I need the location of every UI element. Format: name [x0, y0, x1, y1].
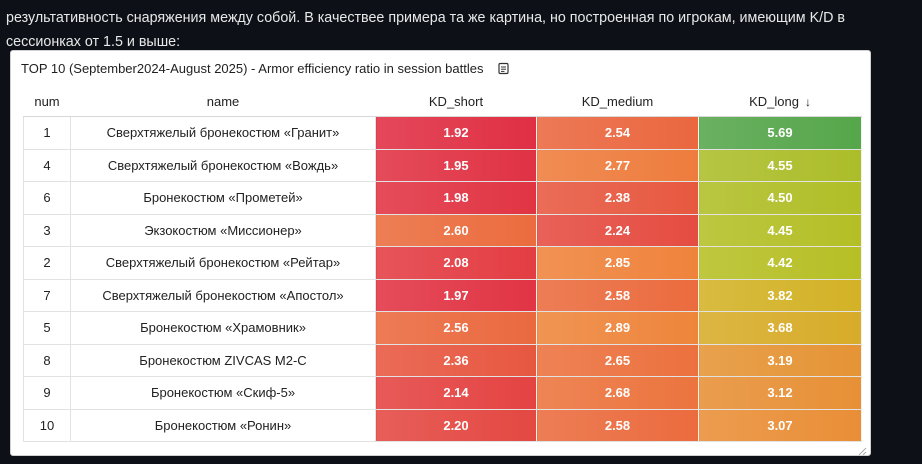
cell-kd-long: 3.68 — [698, 311, 862, 345]
table-panel: TOP 10 (September2024-August 2025) - Arm… — [10, 50, 871, 456]
cell-name: Бронекостюм «Прометей» — [70, 181, 376, 215]
cell-kd-long: 3.07 — [698, 409, 862, 442]
cell-kd-medium: 2.58 — [536, 279, 699, 312]
cell-kd-long: 4.45 — [698, 214, 862, 247]
cell-name: Бронекостюм «Скиф-5» — [70, 376, 376, 410]
cell-kd-long: 3.82 — [698, 279, 862, 312]
cell-num: 10 — [23, 409, 71, 442]
table-header-row: num name KD_short KD_medium KD_long ↓ — [23, 87, 862, 117]
table-row: 6 Бронекостюм «Прометей» 1.98 2.38 4.50 — [23, 181, 862, 215]
cell-kd-long: 4.50 — [698, 181, 862, 215]
cell-num: 4 — [23, 149, 71, 182]
cell-kd-short: 2.20 — [375, 409, 537, 442]
cell-name: Бронекостюм ZIVCAS M2-C — [70, 344, 376, 377]
cell-kd-short: 2.08 — [375, 246, 537, 280]
header-name[interactable]: name — [70, 87, 376, 117]
cell-num: 9 — [23, 376, 71, 410]
cell-name: Сверхтяжелый бронекостюм «Вождь» — [70, 149, 376, 182]
table-row: 7 Сверхтяжелый бронекостюм «Апостол» 1.97 2… — [23, 279, 862, 312]
cell-kd-long: 3.19 — [698, 344, 862, 377]
cell-name: Бронекостюм «Ронин» — [70, 409, 376, 442]
header-kd-short[interactable]: KD_short — [375, 87, 537, 117]
table-row: 9 Бронекостюм «Скиф-5» 2.14 2.68 3.12 — [23, 376, 862, 410]
table-row: 3 Экзокостюм «Миссионер» 2.60 2.24 4.45 — [23, 214, 862, 247]
cell-kd-short: 2.14 — [375, 376, 537, 410]
panel-title: TOP 10 (September2024-August 2025) - Arm… — [21, 59, 510, 77]
cell-kd-short: 1.98 — [375, 181, 537, 215]
cell-kd-medium: 2.24 — [536, 214, 699, 247]
cell-kd-medium: 2.54 — [536, 116, 699, 150]
cell-kd-long: 4.55 — [698, 149, 862, 182]
cell-kd-medium: 2.38 — [536, 181, 699, 215]
cell-num: 6 — [23, 181, 71, 215]
cell-num: 2 — [23, 246, 71, 280]
cell-num: 5 — [23, 311, 71, 345]
cell-kd-short: 2.56 — [375, 311, 537, 345]
header-num[interactable]: num — [23, 87, 71, 117]
cell-kd-long: 4.42 — [698, 246, 862, 280]
cell-name: Сверхтяжелый бронекостюм «Гранит» — [70, 116, 376, 150]
resize-handle-icon[interactable] — [858, 443, 867, 456]
document-icon[interactable] — [497, 62, 510, 75]
cell-name: Сверхтяжелый бронекостюм «Рейтар» — [70, 246, 376, 280]
header-kd-long[interactable]: KD_long ↓ — [698, 87, 862, 117]
cell-kd-long: 5.69 — [698, 116, 862, 150]
intro-text: результативность снаряжения между собой.… — [6, 10, 845, 50]
table-row: 4 Сверхтяжелый бронекостюм «Вождь» 1.95 2.7… — [23, 149, 862, 182]
table-row: 8 Бронекостюм ZIVCAS M2-C 2.36 2.65 3.19 — [23, 344, 862, 377]
cell-kd-medium: 2.85 — [536, 246, 699, 280]
cell-kd-medium: 2.58 — [536, 409, 699, 442]
cell-num: 1 — [23, 116, 71, 150]
cell-name: Сверхтяжелый бронекостюм «Апостол» — [70, 279, 376, 312]
cell-kd-medium: 2.65 — [536, 344, 699, 377]
table-row: 2 Сверхтяжелый бронекостюм «Рейтар» 2.08 2.… — [23, 246, 862, 280]
cell-num: 8 — [23, 344, 71, 377]
header-kd-medium[interactable]: KD_medium — [536, 87, 699, 117]
cell-kd-medium: 2.68 — [536, 376, 699, 410]
table-row: 1 Сверхтяжелый бронекостюм «Гранит» 1.92 2.… — [23, 116, 862, 150]
arrow-down-icon: ↓ — [804, 95, 811, 109]
data-table: num name KD_short KD_medium KD_long ↓ 1 Св… — [23, 87, 862, 442]
cell-kd-medium: 2.77 — [536, 149, 699, 182]
cell-kd-short: 2.36 — [375, 344, 537, 377]
cell-kd-short: 1.97 — [375, 279, 537, 312]
cell-name: Экзокостюм «Миссионер» — [70, 214, 376, 247]
cell-kd-short: 1.95 — [375, 149, 537, 182]
cell-name: Бронекостюм «Храмовник» — [70, 311, 376, 345]
cell-kd-short: 2.60 — [375, 214, 537, 247]
header-kd-long-label: KD_long — [749, 94, 799, 109]
cell-kd-short: 1.92 — [375, 116, 537, 150]
panel-title-text: TOP 10 (September2024-August 2025) - Arm… — [21, 60, 484, 76]
table-row: 10 Бронекостюм «Ронин» 2.20 2.58 3.07 — [23, 409, 862, 442]
cell-kd-long: 3.12 — [698, 376, 862, 410]
cell-kd-medium: 2.89 — [536, 311, 699, 345]
cell-num: 7 — [23, 279, 71, 312]
table-row: 5 Бронекостюм «Храмовник» 2.56 2.89 3.68 — [23, 311, 862, 345]
cell-num: 3 — [23, 214, 71, 247]
